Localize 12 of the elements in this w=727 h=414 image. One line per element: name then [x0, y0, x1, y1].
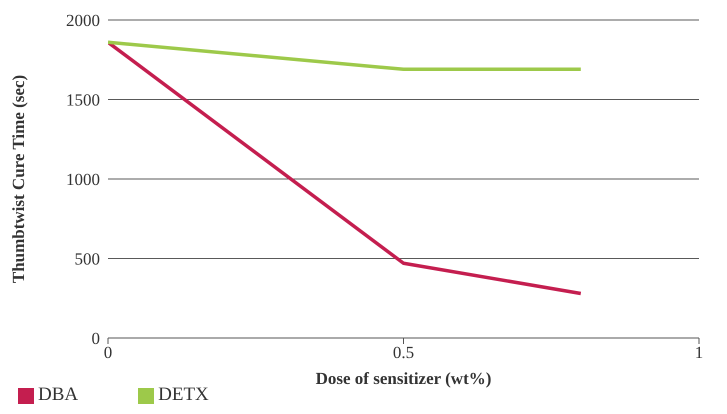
y-tick-label: 1000 [66, 170, 100, 190]
y-tick-label: 500 [74, 250, 100, 269]
legend-label: DBA [38, 384, 78, 405]
y-tick-label: 0 [92, 329, 100, 348]
x-tick-label: 0 [104, 343, 112, 362]
y-axis-title: Thumbtwist Cure Time (sec) [9, 74, 28, 284]
y-tick-label: 2000 [66, 11, 100, 30]
x-tick-label: 1 [694, 343, 704, 362]
x-tick-label: 0.5 [392, 343, 414, 362]
legend-label: DETX [158, 384, 209, 405]
x-axis-title: Dose of sensitizer (wt%) [316, 369, 492, 388]
y-tick-label: 1500 [66, 90, 100, 110]
